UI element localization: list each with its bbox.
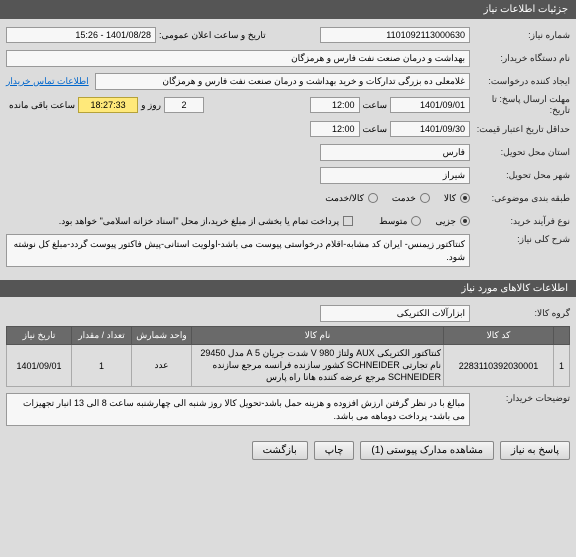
reply-date-field: 1401/09/01 <box>390 97 470 113</box>
province-field: فارس <box>320 144 470 161</box>
col-idx <box>554 327 570 345</box>
opt-service-label: خدمت <box>392 193 416 204</box>
creator-label: ایجاد کننده درخواست: <box>470 76 570 87</box>
cell-code: 2283110392030001 <box>444 345 554 387</box>
attachments-button[interactable]: مشاهده مدارک پیوستی (1) <box>360 441 494 460</box>
need-no-field: 1101092113000630 <box>320 27 470 43</box>
radio-medium[interactable] <box>411 216 421 226</box>
col-qty: تعداد / مقدار <box>72 327 132 345</box>
treasury-checkbox[interactable] <box>343 216 353 226</box>
partial-note: پرداخت تمام یا بخشی از مبلغ خرید،از محل … <box>59 216 339 227</box>
cell-date: 1401/09/01 <box>7 345 72 387</box>
announce-label: تاریخ و ساعت اعلان عمومی: <box>156 30 269 41</box>
countdown-field: 18:27:33 <box>78 97 138 113</box>
buyer-notes-label: توضیحات خریدار: <box>470 393 570 404</box>
radio-partial[interactable] <box>460 216 470 226</box>
opt-partial-label: جزیی <box>435 216 456 227</box>
reply-button[interactable]: پاسخ به نیاز <box>500 441 570 460</box>
goods-table: کد کالا نام کالا واحد شمارش تعداد / مقدا… <box>6 326 570 387</box>
back-button[interactable]: بازگشت <box>252 441 308 460</box>
contact-link[interactable]: اطلاعات تماس خریدار <box>6 76 89 87</box>
buyer-org-field: بهداشت و درمان صنعت نفت فارس و هرمزگان <box>6 50 470 67</box>
opt-medium-label: متوسط <box>379 216 407 227</box>
cell-name: کنتاکتور الکتریکی AUX ولتاژ 980 V شدت جر… <box>192 345 444 387</box>
goods-header: اطلاعات کالاهای مورد نیاز <box>0 280 576 297</box>
group-field: ابزارآلات الکتریکی <box>320 305 470 322</box>
city-field: شیراز <box>320 167 470 184</box>
reply-hour-field: 12:00 <box>310 97 360 113</box>
price-valid-date-field: 1401/09/30 <box>390 121 470 137</box>
radio-goods-service[interactable] <box>368 193 378 203</box>
radio-goods[interactable] <box>460 193 470 203</box>
need-no-label: شماره نیاز: <box>470 30 570 41</box>
group-label: گروه کالا: <box>470 308 570 319</box>
creator-field: غلامعلی ده بزرگی تدارکات و خرید بهداشت و… <box>95 73 470 90</box>
opt-goods-label: کالا <box>444 193 456 204</box>
cell-qty: 1 <box>72 345 132 387</box>
reply-deadline-label: مهلت ارسال پاسخ: تا تاریخ: <box>470 94 570 116</box>
hour-label-2: ساعت <box>360 124 391 135</box>
cell-idx: 1 <box>554 345 570 387</box>
col-date: تاریخ نیاز <box>7 327 72 345</box>
table-row: 1 2283110392030001 کنتاکتور الکتریکی AUX… <box>7 345 570 387</box>
budget-label: طبقه بندی موضوعی: <box>470 193 570 204</box>
days-field: 2 <box>164 97 204 113</box>
general-title-label: شرح کلی نیاز: <box>470 234 570 245</box>
panel-header: جزئیات اطلاعات نیاز <box>0 0 576 19</box>
price-valid-label: حداقل تاریخ اعتبار قیمت: <box>470 124 570 135</box>
print-button[interactable]: چاپ <box>314 441 355 460</box>
cell-unit: عدد <box>132 345 192 387</box>
general-title-field: کنتاکتور زیمنس- ایران کد مشابه-اقلام درخ… <box>6 234 470 267</box>
buyer-notes-field: مبالغ با در نظر گرفتن ارزش افزوده و هزین… <box>6 393 470 426</box>
col-name: نام کالا <box>192 327 444 345</box>
announce-field: 1401/08/28 - 15:26 <box>6 27 156 43</box>
hour-label-1: ساعت <box>360 100 391 111</box>
col-unit: واحد شمارش <box>132 327 192 345</box>
radio-service[interactable] <box>420 193 430 203</box>
province-label: استان محل تحویل: <box>470 147 570 158</box>
col-code: کد کالا <box>444 327 554 345</box>
opt-goods-service-label: کالا/خدمت <box>325 193 364 204</box>
price-valid-hour-field: 12:00 <box>310 121 360 137</box>
buyer-org-label: نام دستگاه خریدار: <box>470 53 570 64</box>
buy-type-label: نوع فرآیند خرید: <box>470 216 570 227</box>
city-label: شهر محل تحویل: <box>470 170 570 181</box>
table-header-row: کد کالا نام کالا واحد شمارش تعداد / مقدا… <box>7 327 570 345</box>
day-and-label: روز و <box>138 100 164 111</box>
remain-label: ساعت باقی مانده <box>6 100 78 111</box>
